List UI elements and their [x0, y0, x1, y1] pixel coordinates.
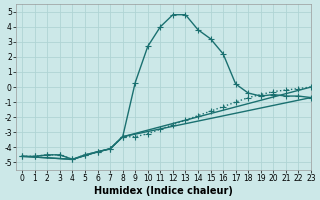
X-axis label: Humidex (Indice chaleur): Humidex (Indice chaleur): [94, 186, 233, 196]
